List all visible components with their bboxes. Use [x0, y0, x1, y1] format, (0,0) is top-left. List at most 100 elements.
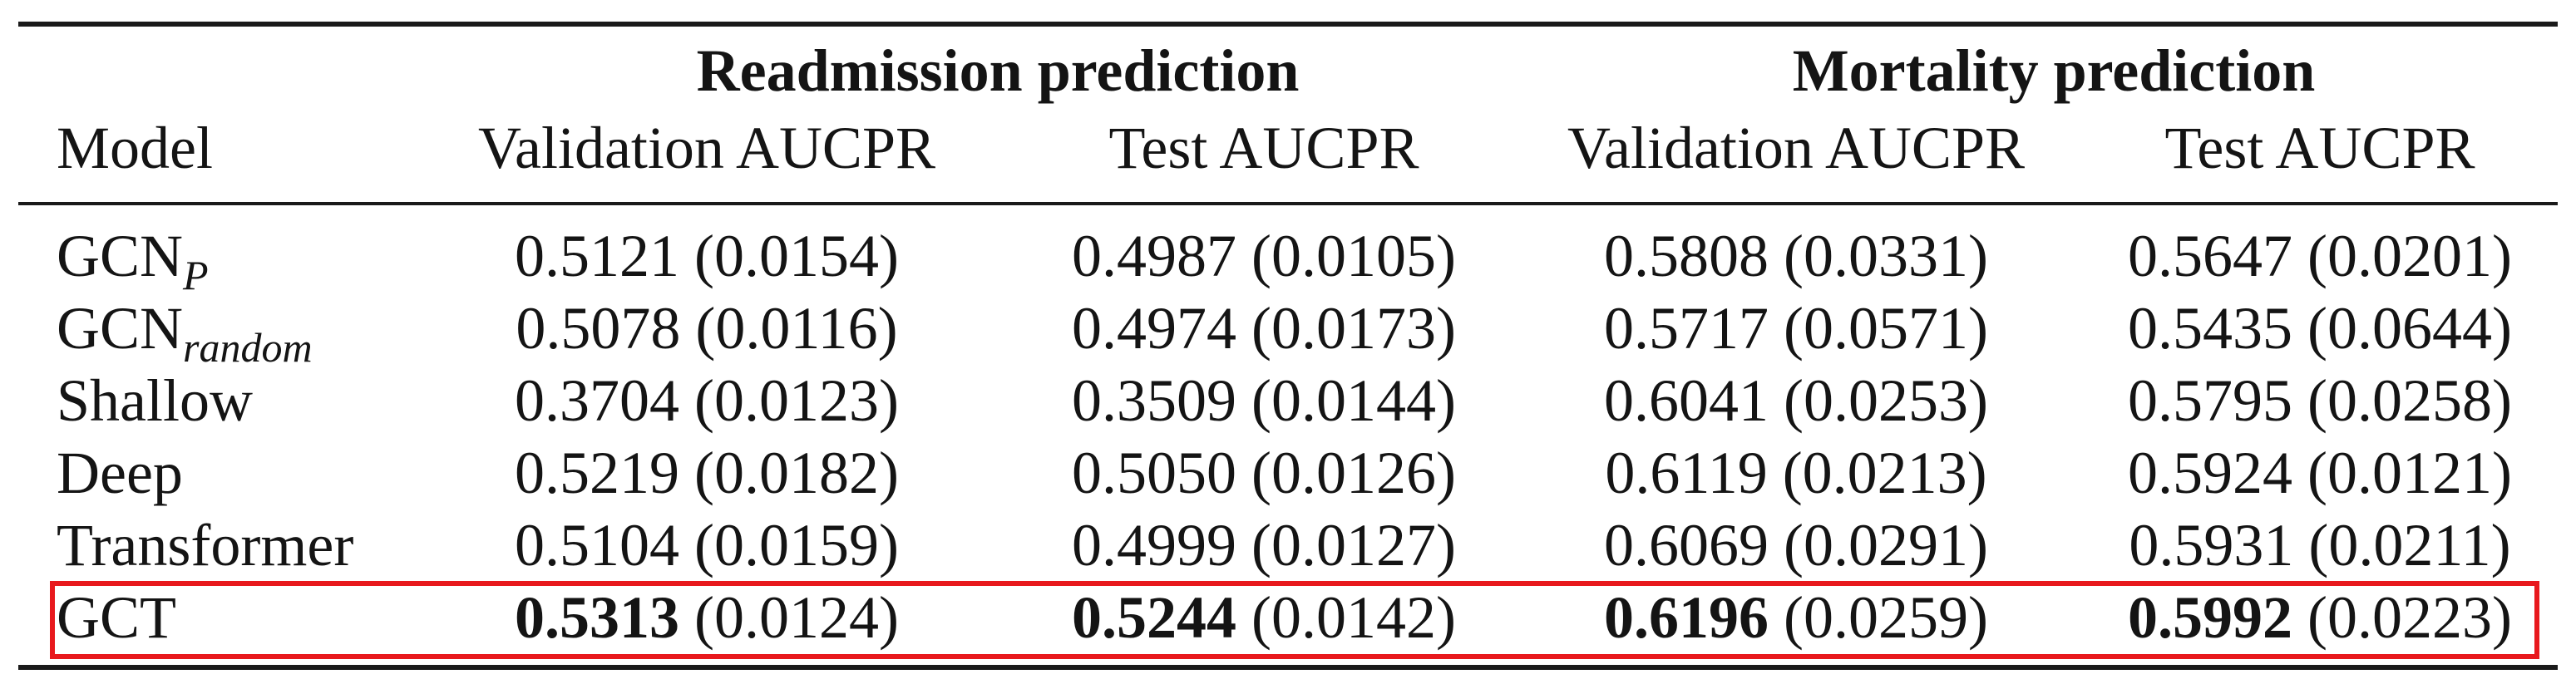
table-row: GCT 0.5313 (0.0124) 0.5244 (0.0142) 0.6196 … [0, 581, 2576, 654]
mortality-group-header: Mortality prediction [1792, 37, 2316, 104]
aucpr-mean: 0.5924 [2128, 440, 2293, 506]
aucpr-mean: 0.5808 [1604, 223, 1769, 289]
aucpr-mean: 0.5435 [2128, 295, 2293, 362]
model-name-cell: Shallow [57, 364, 253, 437]
mortality-test-cell: 0.5924 (0.0121) [2079, 436, 2561, 509]
aucpr-std: (0.0124) [694, 584, 899, 651]
model-name-cell: GCNP [57, 219, 209, 298]
top-rule [18, 22, 2558, 27]
model-name: GCN [57, 295, 184, 362]
table-row: Shallow 0.3704 (0.0123) 0.3509 (0.0144) 0.6… [0, 364, 2576, 437]
table-row: Deep 0.5219 (0.0182) 0.5050 (0.0126) 0.6119… [0, 436, 2576, 509]
aucpr-std: (0.0142) [1251, 584, 1456, 651]
model-name: GCT [57, 584, 176, 651]
aucpr-std: (0.0258) [2307, 367, 2512, 434]
aucpr-std: (0.0127) [1251, 512, 1456, 578]
readmission-test-cell: 0.4974 (0.0173) [998, 292, 1530, 365]
readmission-group-header: Readmission prediction [696, 37, 1300, 104]
aucpr-std: (0.0173) [1251, 295, 1456, 362]
aucpr-std: (0.0259) [1784, 584, 1988, 651]
readmission-validation-cell: 0.5219 (0.0182) [466, 436, 948, 509]
aucpr-std: (0.0223) [2307, 584, 2512, 651]
mortality-validation-cell: 0.5717 (0.0571) [1547, 292, 2046, 365]
aucpr-mean: 0.5795 [2128, 367, 2293, 434]
aucpr-mean: 0.5219 [515, 440, 680, 506]
readmission-test-header: Test AUCPR [1108, 115, 1419, 181]
aucpr-mean: 0.3704 [515, 367, 680, 434]
aucpr-mean: 0.5717 [1604, 295, 1769, 362]
model-name-cell: GCNrandom [57, 292, 313, 371]
model-name-cell: Deep [57, 436, 183, 509]
aucpr-mean: 0.5121 [515, 223, 680, 289]
aucpr-std: (0.0116) [695, 295, 898, 362]
readmission-test-cell: 0.4999 (0.0127) [998, 509, 1530, 582]
aucpr-std: (0.0253) [1784, 367, 1988, 434]
mortality-validation-cell: 0.6196 (0.0259) [1547, 581, 2046, 654]
header-rule [18, 202, 2558, 205]
mortality-validation-header: Validation AUCPR [1567, 115, 2026, 181]
aucpr-std: (0.0291) [1784, 512, 1988, 578]
mortality-test-header: Test AUCPR [2164, 115, 2475, 181]
aucpr-mean: 0.5104 [515, 512, 680, 578]
aucpr-std: (0.0182) [694, 440, 899, 506]
aucpr-mean: 0.6041 [1604, 367, 1769, 434]
readmission-test-cell: 0.4987 (0.0105) [998, 219, 1530, 293]
aucpr-mean: 0.6196 [1604, 584, 1769, 651]
aucpr-std: (0.0644) [2307, 295, 2512, 362]
aucpr-mean: 0.4987 [1072, 223, 1237, 289]
aucpr-mean: 0.5313 [515, 584, 680, 651]
model-subscript: P [183, 252, 209, 298]
mortality-validation-cell: 0.6041 (0.0253) [1547, 364, 2046, 437]
aucpr-std: (0.0154) [694, 223, 899, 289]
table-row: Transformer 0.5104 (0.0159) 0.4999 (0.0127… [0, 509, 2576, 582]
readmission-validation-cell: 0.3704 (0.0123) [466, 364, 948, 437]
aucpr-mean: 0.6119 [1605, 440, 1768, 506]
readmission-test-cell: 0.3509 (0.0144) [998, 364, 1530, 437]
readmission-validation-cell: 0.5078 (0.0116) [466, 292, 948, 365]
aucpr-mean: 0.5647 [2128, 223, 2293, 289]
aucpr-mean: 0.4974 [1072, 295, 1237, 362]
table-row: GCNP 0.5121 (0.0154) 0.4987 (0.0105) 0.5808… [0, 219, 2576, 298]
aucpr-mean: 0.5931 [2129, 512, 2294, 578]
aucpr-std: (0.0126) [1251, 440, 1456, 506]
aucpr-mean: 0.5244 [1072, 584, 1237, 651]
readmission-test-cell: 0.5244 (0.0142) [998, 581, 1530, 654]
model-name-cell: GCT [57, 581, 176, 654]
aucpr-std: (0.0331) [1784, 223, 1988, 289]
mortality-test-cell: 0.5795 (0.0258) [2079, 364, 2561, 437]
bottom-rule [18, 665, 2558, 670]
readmission-validation-cell: 0.5121 (0.0154) [466, 219, 948, 293]
aucpr-std: (0.0144) [1251, 367, 1456, 434]
mortality-validation-cell: 0.6069 (0.0291) [1547, 509, 2046, 582]
aucpr-std: (0.0571) [1784, 295, 1988, 362]
aucpr-mean: 0.3509 [1072, 367, 1237, 434]
readmission-validation-header: Validation AUCPR [477, 115, 936, 181]
best-model-highlight [50, 581, 2539, 659]
mortality-test-cell: 0.5435 (0.0644) [2079, 292, 2561, 365]
mortality-test-cell: 0.5931 (0.0211) [2079, 509, 2561, 582]
aucpr-std: (0.0123) [694, 367, 899, 434]
aucpr-std: (0.0121) [2307, 440, 2512, 506]
readmission-validation-cell: 0.5104 (0.0159) [466, 509, 948, 582]
aucpr-mean: 0.5078 [516, 295, 681, 362]
model-name: GCN [57, 223, 184, 289]
mortality-test-cell: 0.5992 (0.0223) [2079, 581, 2561, 654]
model-name-cell: Transformer [57, 509, 353, 582]
model-column-header: Model [57, 115, 213, 181]
model-name: Transformer [57, 512, 354, 578]
aucpr-mean: 0.6069 [1604, 512, 1769, 578]
aucpr-std: (0.0201) [2307, 223, 2512, 289]
readmission-validation-cell: 0.5313 (0.0124) [466, 581, 948, 654]
aucpr-mean: 0.5050 [1072, 440, 1237, 506]
mortality-validation-cell: 0.5808 (0.0331) [1547, 219, 2046, 293]
aucpr-std: (0.0159) [694, 512, 899, 578]
mortality-validation-cell: 0.6119 (0.0213) [1547, 436, 2046, 509]
table-row: GCNrandom 0.5078 (0.0116) 0.4974 (0.0173) 0… [0, 292, 2576, 371]
aucpr-mean: 0.4999 [1072, 512, 1237, 578]
model-name: Shallow [57, 367, 254, 434]
aucpr-mean: 0.5992 [2128, 584, 2293, 651]
aucpr-std: (0.0211) [2308, 512, 2511, 578]
readmission-test-cell: 0.5050 (0.0126) [998, 436, 1530, 509]
model-name: Deep [57, 440, 183, 506]
